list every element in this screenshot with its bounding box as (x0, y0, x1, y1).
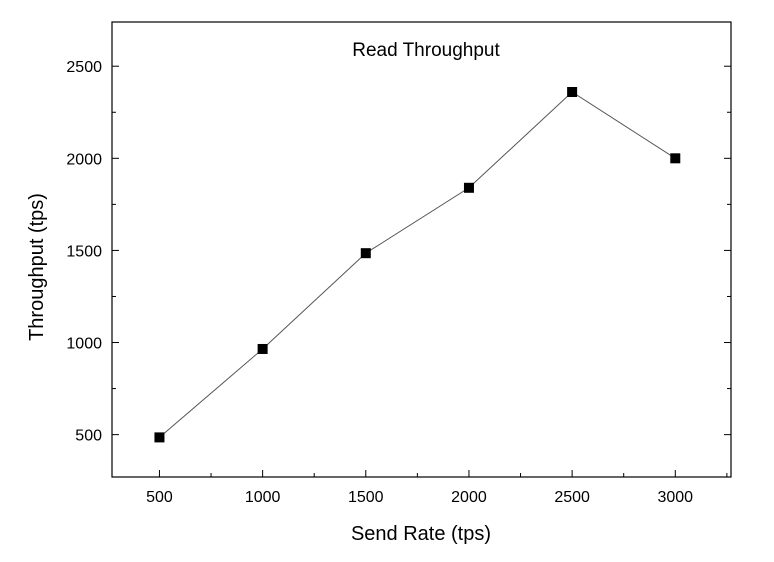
y-tick-label: 2000 (66, 151, 102, 168)
x-tick-label: 3000 (657, 489, 693, 506)
x-tick-label: 500 (146, 489, 173, 506)
series-line (159, 91, 676, 438)
data-point (567, 87, 578, 97)
x-tick-label: 2500 (554, 489, 590, 506)
chart-title: Read Throughput (352, 40, 500, 61)
data-point (670, 153, 681, 164)
data-point (154, 432, 165, 443)
y-axis-title: Throughput (tps) (26, 193, 48, 341)
data-markers (154, 87, 681, 443)
data-point (463, 182, 474, 193)
y-tick-label: 1000 (66, 336, 102, 353)
y-tick-label: 2500 (66, 59, 102, 76)
data-point (257, 343, 268, 354)
y-tick-label: 1500 (66, 243, 102, 260)
x-axis: 500 1000 1500 2000 2500 3000 (146, 470, 728, 506)
x-tick-label: 2000 (451, 489, 487, 506)
x-axis-title: Send Rate (tps) (351, 523, 491, 545)
x-tick-label: 1000 (245, 489, 281, 506)
data-point (360, 248, 371, 259)
x-tick-label: 1500 (348, 489, 384, 506)
y-tick-label: 500 (75, 428, 102, 445)
plot-frame (111, 21, 732, 478)
y-axis: 500 1000 1500 2000 2500 (66, 59, 731, 445)
